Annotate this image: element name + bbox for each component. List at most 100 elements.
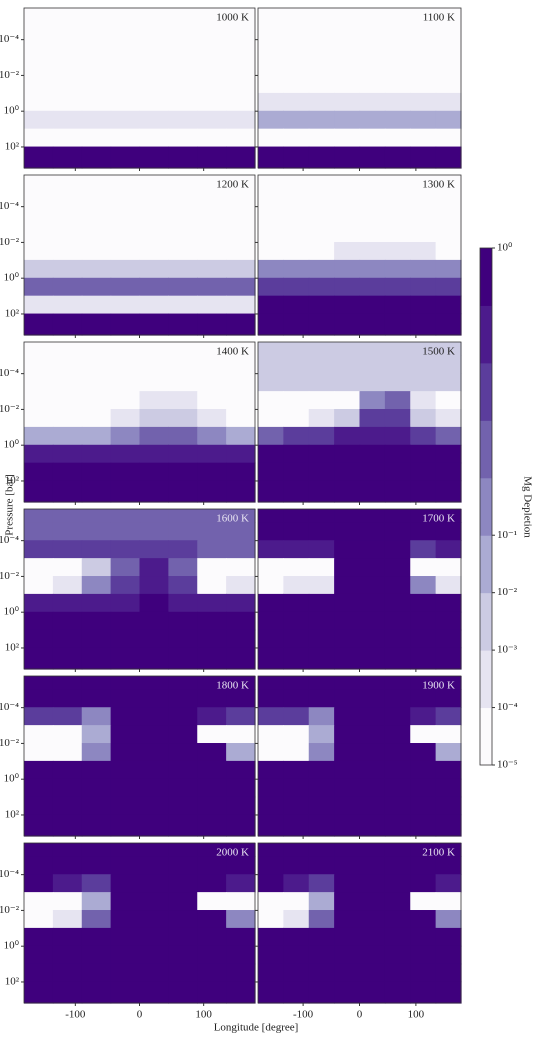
contour-cell <box>334 676 361 690</box>
contour-cell <box>384 576 411 595</box>
contour-cell <box>283 814 310 837</box>
contour-cell <box>308 391 335 410</box>
colorbar-band <box>480 592 492 651</box>
y-tick-label: 10² <box>5 140 20 152</box>
contour-cell <box>24 409 54 428</box>
contour-cell <box>359 373 386 392</box>
contour-cell <box>168 945 198 965</box>
contour-cell <box>410 910 437 929</box>
contour-cell <box>384 277 411 297</box>
contour-cell <box>359 522 386 541</box>
contour-cell <box>197 963 227 983</box>
contour-cell <box>359 259 386 279</box>
contour-cell <box>384 373 411 392</box>
contour-cell <box>81 409 112 428</box>
contour-cell <box>81 426 112 446</box>
contour-cell <box>384 558 411 577</box>
contour-cell <box>139 92 169 112</box>
contour-cell <box>168 814 198 837</box>
contour-cell <box>359 892 386 911</box>
contour-cell <box>258 355 284 374</box>
contour-cell <box>359 313 386 336</box>
contour-cell <box>197 75 227 94</box>
contour-cell <box>110 843 141 857</box>
colorbar-band <box>480 420 492 479</box>
contour-cell <box>168 689 198 708</box>
contour-cell <box>258 110 284 130</box>
contour-cell <box>81 509 112 523</box>
contour-cell <box>226 480 256 503</box>
contour-cell <box>110 8 141 22</box>
contour-cell <box>52 206 83 225</box>
contour-cell <box>384 760 411 780</box>
contour-cell <box>168 509 198 523</box>
contour-cell <box>226 21 256 40</box>
contour-cell <box>81 843 112 857</box>
contour-cell <box>139 8 169 22</box>
contour-cell <box>334 981 361 1004</box>
contour-cell <box>334 874 361 893</box>
contour-cell <box>168 92 198 112</box>
contour-cell <box>258 75 284 94</box>
contour-cell <box>197 629 227 649</box>
contour-cell <box>435 576 462 595</box>
contour-cell <box>139 295 169 315</box>
contour-cell <box>110 647 141 670</box>
contour-cell <box>110 892 141 911</box>
contour-cell <box>139 963 169 983</box>
contour-cell <box>359 725 386 744</box>
contour-cell <box>197 576 227 595</box>
contour-cell <box>359 814 386 837</box>
contour-cell <box>283 426 310 446</box>
contour-cell <box>197 593 227 613</box>
contour-cell <box>197 540 227 559</box>
contour-cell <box>384 647 411 670</box>
contour-cell <box>308 778 335 798</box>
contour-cell <box>168 910 198 929</box>
contour-cell <box>410 355 437 374</box>
contour-cell <box>435 188 462 207</box>
panel <box>24 509 256 670</box>
contour-cell <box>226 945 256 965</box>
contour-cell <box>81 611 112 631</box>
contour-cell <box>308 509 335 523</box>
contour-cell <box>334 540 361 559</box>
contour-cell <box>435 676 462 690</box>
contour-cell <box>359 843 386 857</box>
y-tick-label: 10⁻⁴ <box>0 367 19 379</box>
contour-cell <box>334 342 361 356</box>
contour-cell <box>258 295 284 315</box>
contour-cell <box>139 206 169 225</box>
y-tick-label: 10² <box>5 474 20 486</box>
contour-cell <box>258 175 284 189</box>
contour-cell <box>226 689 256 708</box>
contour-cell <box>110 391 141 410</box>
contour-cell <box>52 576 83 595</box>
panel-title: 1700 K <box>422 513 455 525</box>
contour-cell <box>283 689 310 708</box>
contour-cell <box>24 355 54 374</box>
contour-cell <box>435 927 462 947</box>
contour-cell <box>334 259 361 279</box>
contour-cell <box>384 814 411 837</box>
contour-cell <box>110 593 141 613</box>
contour-cell <box>226 558 256 577</box>
contour-cell <box>334 576 361 595</box>
contour-cell <box>258 843 284 857</box>
contour-cell <box>435 342 462 356</box>
contour-cell <box>258 224 284 243</box>
y-tick-label: 10⁰ <box>4 105 20 117</box>
contour-cell <box>226 707 256 726</box>
contour-cell <box>308 259 335 279</box>
contour-cell <box>334 409 361 428</box>
y-tick-label: 10² <box>5 641 20 653</box>
contour-cell <box>435 242 462 261</box>
contour-cell <box>168 75 198 94</box>
contour-cell <box>334 558 361 577</box>
contour-cell <box>24 558 54 577</box>
contour-cell <box>110 981 141 1004</box>
contour-cell <box>410 480 437 503</box>
contour-cell <box>139 647 169 670</box>
contour-cell <box>226 981 256 1004</box>
contour-cell <box>384 92 411 112</box>
